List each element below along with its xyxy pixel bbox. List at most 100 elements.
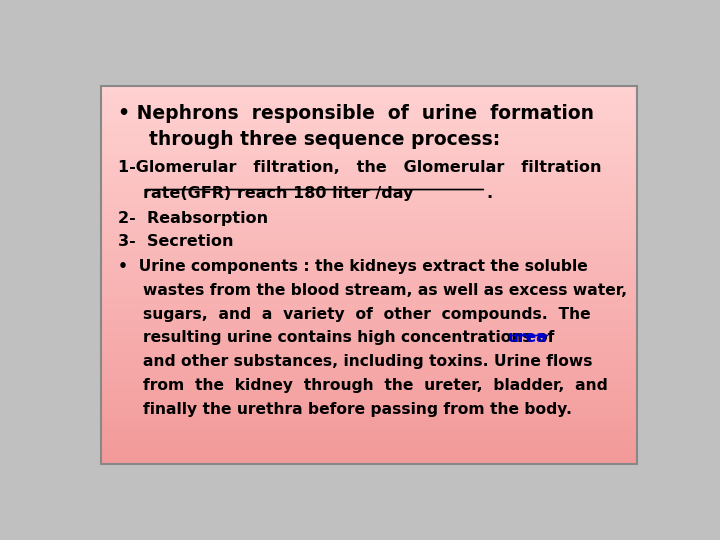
Bar [101,366,636,368]
Bar [101,109,636,110]
Bar [101,163,636,165]
Bar [101,413,636,415]
Bar [101,156,636,158]
Bar [101,358,636,360]
Bar [101,400,636,402]
Bar [101,97,636,99]
Bar [101,110,636,112]
Bar [101,154,636,156]
Bar [101,267,636,269]
Bar [101,294,636,295]
Bar [101,320,636,322]
Bar [101,373,636,375]
Bar [101,383,636,384]
Bar [101,451,636,453]
Bar [101,178,636,180]
Bar [101,284,636,286]
Bar [101,322,636,324]
Bar [101,252,636,254]
Bar [101,271,636,273]
Bar [101,135,636,137]
Bar [101,242,636,245]
Bar [101,441,636,443]
Bar [101,186,636,188]
Bar [101,301,636,303]
Bar [101,403,636,406]
Bar [101,396,636,398]
Bar [101,152,636,154]
Bar [101,394,636,396]
Bar [101,122,636,124]
Bar [101,245,636,246]
Bar [101,158,636,159]
Bar [101,369,636,372]
Bar [101,350,636,352]
Bar [101,248,636,250]
Bar [101,273,636,275]
Bar [101,388,636,390]
Bar [101,256,636,258]
Bar [101,239,636,241]
Bar [101,422,636,424]
Bar [101,148,636,150]
Bar [101,167,636,169]
Bar [101,440,636,441]
Bar [101,303,636,305]
Text: 1-Glomerular   filtration,   the   Glomerular   filtration: 1-Glomerular filtration, the Glomerular … [118,160,601,176]
Bar [101,129,636,131]
Text: 3-  Secretion: 3- Secretion [118,234,233,249]
Bar [101,199,636,201]
Text: finally the urethra before passing from the body.: finally the urethra before passing from … [143,402,572,416]
Bar [101,307,636,309]
Bar [101,171,636,173]
Bar [101,231,636,233]
Bar [101,329,636,332]
Bar [101,332,636,333]
Bar [101,417,636,418]
Bar [101,310,636,313]
Bar [101,290,636,292]
Bar [101,279,636,280]
Bar [101,169,636,171]
Bar [101,379,636,381]
Bar [101,173,636,174]
Bar [101,339,636,341]
Bar [101,146,636,148]
Bar [101,250,636,252]
Bar [101,432,636,434]
Bar [101,356,636,358]
Bar [101,347,636,348]
Bar [101,258,636,260]
Text: •  Urine components : the kidneys extract the soluble: • Urine components : the kidneys extract… [118,259,588,274]
Bar [101,407,636,409]
Bar [101,193,636,195]
Bar [101,337,636,339]
Text: through three sequence process:: through three sequence process: [148,130,500,149]
Bar [101,260,636,261]
Bar [101,220,636,222]
Bar [101,398,636,400]
Bar [101,91,636,93]
Bar [101,449,636,451]
Bar [101,197,636,199]
Bar [101,224,636,226]
Bar [101,139,636,140]
Text: and other substances, including toxins. Urine flows: and other substances, including toxins. … [143,354,593,369]
Bar [101,205,636,207]
Bar [101,409,636,411]
Bar [101,161,636,163]
Bar [101,127,636,129]
Bar [101,101,636,103]
Bar [101,406,636,407]
Bar [101,292,636,294]
Bar [101,434,636,436]
Bar [101,318,636,320]
Text: resulting urine contains high concentrations of: resulting urine contains high concentrat… [143,330,559,346]
Bar [101,418,636,421]
Bar [101,443,636,445]
Bar [101,415,636,417]
Bar [101,265,636,267]
Bar [101,165,636,167]
Bar [101,428,636,430]
Bar [101,230,636,231]
